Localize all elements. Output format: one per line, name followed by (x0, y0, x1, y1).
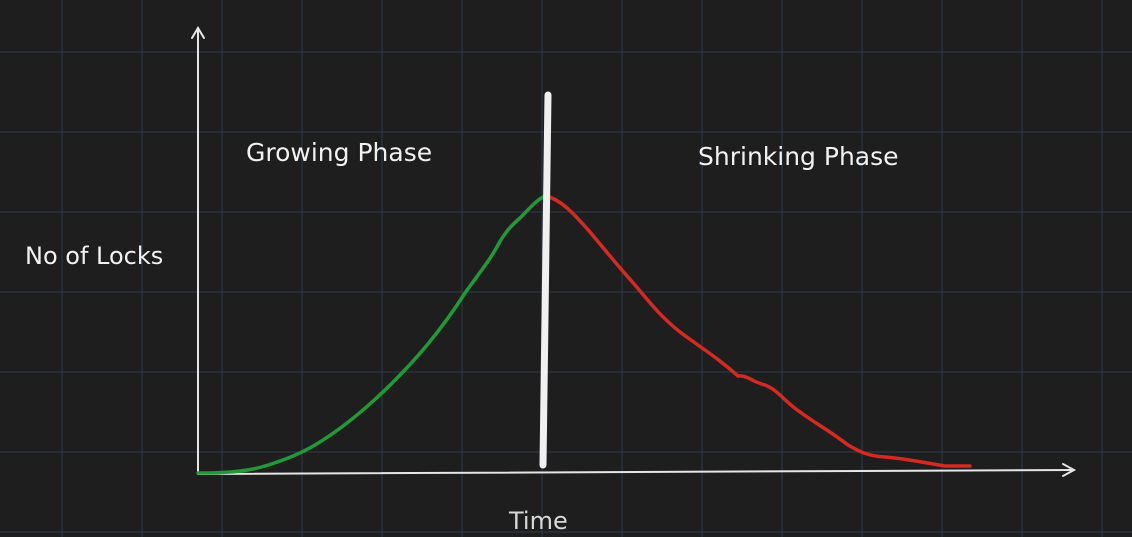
shrinking-curve (544, 194, 972, 468)
y-axis-label: No of Locks (25, 242, 164, 270)
shrinking-phase-label: Shrinking Phase (698, 142, 899, 171)
growing-phase-label: Growing Phase (246, 138, 433, 167)
y-axis (191, 26, 205, 475)
x-axis (197, 463, 1077, 477)
phase-divider-line (539, 91, 552, 469)
x-axis-label: Time (509, 507, 568, 535)
growing-curve (196, 194, 548, 475)
